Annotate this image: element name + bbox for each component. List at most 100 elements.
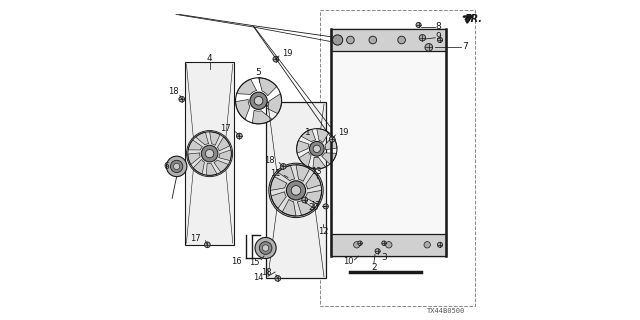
Circle shape	[354, 242, 360, 248]
Circle shape	[205, 149, 214, 158]
Circle shape	[330, 136, 335, 142]
Polygon shape	[301, 129, 316, 142]
Polygon shape	[237, 79, 257, 94]
Text: 20: 20	[309, 203, 319, 212]
Circle shape	[255, 237, 276, 259]
Circle shape	[205, 242, 210, 248]
Circle shape	[280, 164, 286, 169]
Circle shape	[269, 163, 323, 218]
Polygon shape	[317, 129, 329, 142]
Polygon shape	[236, 100, 250, 119]
Circle shape	[250, 92, 268, 109]
Polygon shape	[196, 132, 209, 145]
Polygon shape	[305, 190, 322, 204]
Circle shape	[291, 186, 301, 195]
Text: 6: 6	[164, 162, 170, 171]
Circle shape	[170, 160, 183, 172]
Circle shape	[358, 241, 362, 245]
Polygon shape	[296, 165, 310, 181]
Circle shape	[273, 56, 279, 62]
Bar	[320, 10, 475, 306]
Text: 4: 4	[207, 54, 212, 63]
Circle shape	[259, 242, 272, 254]
Polygon shape	[219, 150, 231, 161]
Text: 1: 1	[305, 128, 311, 137]
Circle shape	[347, 36, 355, 44]
Polygon shape	[325, 136, 337, 149]
Text: 18: 18	[168, 87, 179, 96]
Circle shape	[275, 276, 280, 281]
Circle shape	[438, 37, 443, 43]
Circle shape	[173, 163, 180, 170]
Text: 17: 17	[310, 201, 321, 210]
Polygon shape	[278, 165, 294, 181]
Circle shape	[313, 145, 321, 153]
Circle shape	[323, 204, 328, 209]
Polygon shape	[259, 78, 276, 96]
Bar	[332, 29, 447, 256]
Polygon shape	[271, 192, 286, 209]
Circle shape	[333, 35, 343, 45]
Polygon shape	[282, 199, 296, 216]
Polygon shape	[218, 137, 230, 151]
Circle shape	[424, 242, 430, 248]
Circle shape	[375, 249, 380, 254]
Text: 5: 5	[256, 68, 261, 77]
Circle shape	[381, 241, 387, 245]
Polygon shape	[313, 157, 326, 169]
Circle shape	[254, 97, 263, 105]
Circle shape	[385, 242, 392, 248]
Polygon shape	[266, 94, 282, 114]
Polygon shape	[210, 132, 220, 145]
Text: TX44B0500: TX44B0500	[428, 308, 465, 314]
Polygon shape	[322, 153, 337, 164]
Polygon shape	[214, 160, 228, 172]
Polygon shape	[270, 177, 287, 190]
Circle shape	[201, 145, 218, 162]
Circle shape	[237, 133, 243, 139]
Bar	[332, 234, 447, 256]
Text: 2: 2	[371, 263, 376, 272]
Polygon shape	[193, 159, 204, 174]
Text: 16: 16	[231, 257, 242, 266]
Circle shape	[398, 36, 406, 44]
Text: 13: 13	[312, 167, 322, 176]
Circle shape	[166, 156, 187, 177]
Circle shape	[416, 22, 421, 28]
Polygon shape	[297, 140, 309, 153]
Circle shape	[438, 242, 443, 247]
Text: 7: 7	[462, 42, 468, 51]
Text: 18: 18	[260, 268, 271, 277]
Text: 12: 12	[318, 227, 328, 236]
Circle shape	[187, 131, 233, 177]
Circle shape	[369, 36, 376, 44]
Polygon shape	[188, 140, 202, 150]
Polygon shape	[188, 153, 200, 164]
Text: 19: 19	[339, 128, 349, 137]
Circle shape	[419, 35, 426, 41]
Text: 18: 18	[264, 156, 275, 165]
Text: 19: 19	[282, 49, 292, 58]
Circle shape	[179, 96, 184, 102]
Text: 17: 17	[190, 234, 201, 243]
Text: 9: 9	[436, 32, 442, 41]
Bar	[266, 102, 326, 278]
Circle shape	[287, 181, 306, 200]
Polygon shape	[299, 152, 311, 167]
Text: 14: 14	[253, 273, 264, 282]
Circle shape	[262, 245, 269, 251]
Bar	[332, 29, 447, 51]
Text: 10: 10	[344, 257, 354, 266]
Polygon shape	[306, 172, 321, 189]
Text: 3: 3	[381, 253, 387, 262]
Text: 17: 17	[220, 124, 231, 133]
Circle shape	[302, 197, 307, 203]
Bar	[185, 62, 234, 245]
Polygon shape	[298, 200, 314, 215]
Circle shape	[425, 44, 433, 51]
Text: 8: 8	[436, 22, 442, 31]
Text: 11: 11	[271, 169, 281, 178]
Polygon shape	[252, 110, 272, 124]
Text: 15: 15	[249, 258, 259, 267]
Circle shape	[310, 141, 324, 156]
